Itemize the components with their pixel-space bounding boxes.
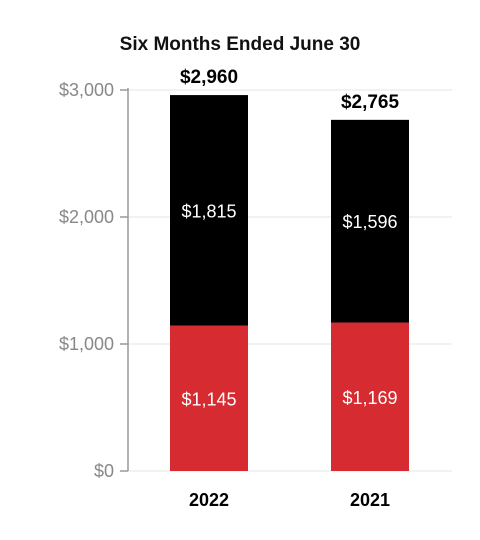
bar-segment xyxy=(170,95,248,326)
y-axis: $0 $1,000 $2,000 $3,000 xyxy=(59,80,129,481)
y-tick-label: $1,000 xyxy=(59,334,114,354)
segment-value-label: $1,169 xyxy=(342,388,397,408)
x-tick-label: 2022 xyxy=(189,490,229,510)
bar-segment xyxy=(331,322,409,471)
bar-segment xyxy=(331,119,409,323)
segment-value-label: $1,815 xyxy=(181,201,236,221)
y-tick-label: $0 xyxy=(94,461,114,481)
x-tick-label: 2021 xyxy=(350,490,390,510)
segment-value-label: $1,145 xyxy=(181,389,236,409)
x-axis: 2022 2021 xyxy=(189,490,390,510)
bars xyxy=(170,95,409,471)
y-tick-label: $3,000 xyxy=(59,80,114,100)
chart-title: Six Months Ended June 30 xyxy=(120,34,361,55)
data-labels: $1,145 $1,815 $2,960 $1,169 $1,596 $2,765 xyxy=(180,67,400,409)
total-value-label: $2,765 xyxy=(341,92,400,113)
bar-segment xyxy=(170,325,248,471)
segment-value-label: $1,596 xyxy=(342,212,397,232)
total-value-label: $2,960 xyxy=(180,67,238,88)
y-tick-label: $2,000 xyxy=(59,207,114,227)
